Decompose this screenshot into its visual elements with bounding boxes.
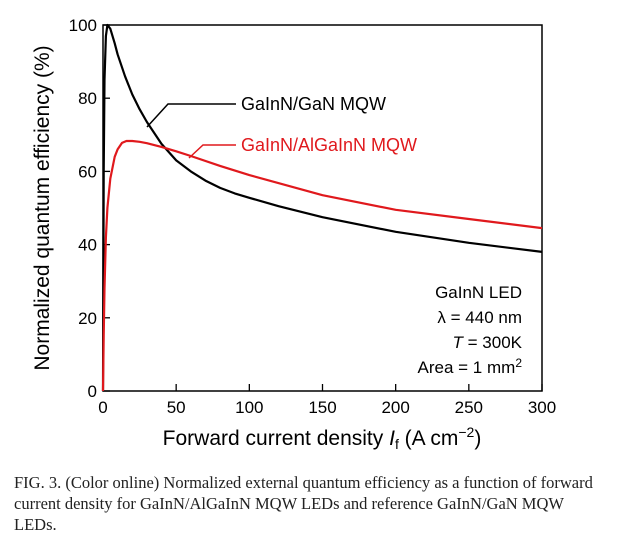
series-line-gainn-algainn bbox=[101, 139, 543, 392]
x-tick-label: 300 bbox=[528, 398, 556, 417]
y-tick-label: 80 bbox=[78, 89, 97, 108]
y-tick-label: 40 bbox=[78, 236, 97, 255]
y-tick-label: 0 bbox=[88, 382, 97, 401]
series-line-gainn-gan bbox=[101, 23, 543, 392]
x-ticks: 0 50 100 150 200 250 300 bbox=[98, 384, 556, 417]
x-tick-label: 50 bbox=[167, 398, 186, 417]
annotation-area: Area = 1 mm2 bbox=[418, 356, 523, 377]
legend-label-gainn-algainn: GaInN/AlGaInN MQW bbox=[241, 135, 417, 155]
legend-leader-gainn-gan bbox=[146, 103, 236, 128]
y-axis-label: Normalized quantum efficiency (%) bbox=[31, 45, 54, 370]
x-tick-label: 0 bbox=[98, 398, 107, 417]
annotation-wavelength: λ = 440 nm bbox=[437, 308, 522, 327]
y-tick-label: 60 bbox=[78, 162, 97, 181]
x-tick-label: 250 bbox=[455, 398, 483, 417]
x-tick-label: 100 bbox=[235, 398, 263, 417]
legend-label-gainn-gan: GaInN/GaN MQW bbox=[241, 94, 386, 114]
y-tick-label: 100 bbox=[69, 16, 97, 35]
legend-leader-gainn-algainn bbox=[188, 144, 236, 159]
x-tick-label: 150 bbox=[308, 398, 336, 417]
y-tick-label: 20 bbox=[78, 309, 97, 328]
annotation-led-type: GaInN LED bbox=[435, 283, 522, 302]
x-axis-label: Forward current density If (A cm−2) bbox=[163, 424, 482, 452]
x-tick-label: 200 bbox=[381, 398, 409, 417]
annotation-temperature: T = 300K bbox=[453, 333, 523, 352]
efficiency-chart: 0 50 100 150 200 250 300 0 20 40 60 80 100 GaInN/Ga… bbox=[31, 16, 556, 452]
figure-caption: FIG. 3. (Color online) Normalized extern… bbox=[14, 473, 593, 534]
